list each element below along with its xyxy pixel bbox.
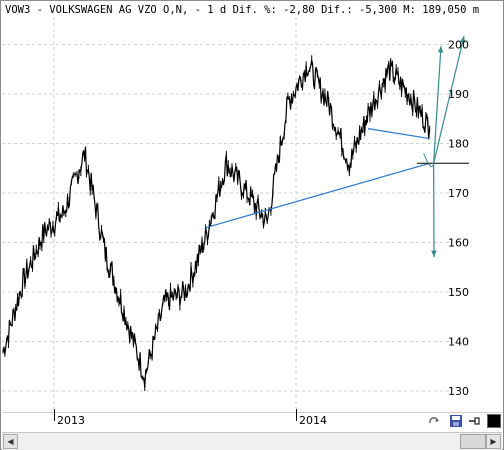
projection-arrow-up-2-head bbox=[459, 36, 466, 43]
y-tick-label: 190 bbox=[448, 88, 469, 101]
y-tick-label: 150 bbox=[448, 286, 469, 299]
save-icon[interactable] bbox=[449, 414, 463, 428]
price-chart[interactable]: 200 190 180 170 160 150 140 130 bbox=[1, 1, 503, 412]
x-tick-2014: 2014 bbox=[299, 414, 327, 427]
price-series bbox=[2, 55, 431, 392]
projection-arrow-down-head bbox=[431, 250, 437, 257]
y-tick-label: 160 bbox=[448, 237, 469, 250]
y-axis: 200 190 180 170 160 150 140 130 bbox=[448, 39, 469, 399]
y-tick-label: 180 bbox=[448, 138, 469, 151]
projection-arrow-up-1-head bbox=[437, 46, 444, 53]
x-tick-2013: 2013 bbox=[57, 414, 85, 427]
trendline-1 bbox=[205, 162, 430, 229]
projection-arrow-up-2 bbox=[433, 35, 465, 164]
y-tick-label: 140 bbox=[448, 336, 469, 349]
chart-title: VOW3 - VOLKSWAGEN AG VZO O,N, - 1 d Dif.… bbox=[5, 4, 480, 16]
grid bbox=[2, 17, 449, 409]
trendline-2 bbox=[368, 128, 430, 140]
drawings bbox=[205, 35, 469, 258]
scroll-right-icon[interactable]: ▶ bbox=[486, 434, 501, 449]
x-tick-mark bbox=[296, 409, 297, 421]
scroll-thumb[interactable] bbox=[460, 434, 486, 449]
redraw-icon[interactable] bbox=[427, 414, 441, 428]
color-square-icon[interactable] bbox=[487, 414, 501, 428]
y-tick-label: 200 bbox=[448, 39, 469, 52]
price-line bbox=[2, 59, 431, 388]
y-tick-label: 130 bbox=[448, 385, 469, 398]
horizontal-scrollbar[interactable]: ◀ ▶ bbox=[2, 432, 502, 450]
y-tick-label: 170 bbox=[448, 187, 469, 200]
projection-arrow-up-1 bbox=[433, 45, 442, 164]
scroll-left-icon[interactable]: ◀ bbox=[3, 434, 18, 449]
projection-hook bbox=[423, 153, 435, 168]
time-axis bbox=[2, 412, 502, 432]
pin-icon[interactable] bbox=[467, 414, 481, 428]
x-tick-mark bbox=[54, 409, 55, 421]
